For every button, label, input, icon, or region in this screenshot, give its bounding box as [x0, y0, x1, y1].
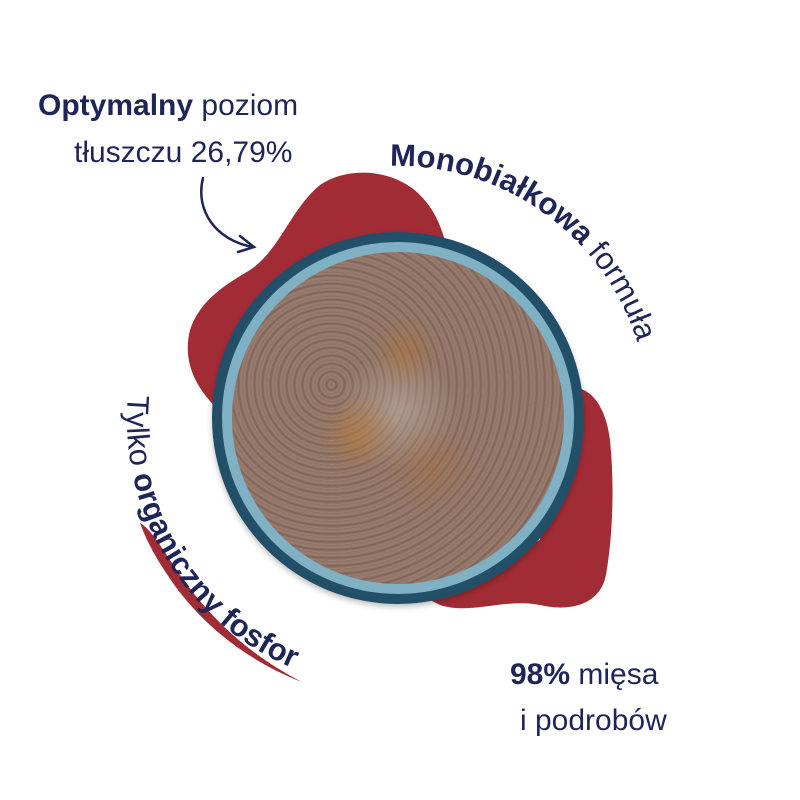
wet-food	[232, 252, 564, 584]
meat-bold: 98%	[510, 658, 571, 691]
curved-arrow-icon	[200, 176, 257, 254]
meat-regular: mięsa	[570, 658, 659, 691]
fat-level-line1: Optymalny poziom	[38, 88, 298, 124]
food-bowl	[212, 232, 584, 604]
monoprotein-regular: formuła	[576, 227, 664, 345]
fat-bold: Optymalny	[38, 89, 194, 122]
phosphorus-regular: Tylko	[120, 394, 161, 476]
fat-regular: poziom	[193, 89, 299, 122]
meat-line1: 98% mięsa	[510, 657, 658, 693]
meat-line2: i podrobów	[520, 704, 667, 737]
fat-level-line2: tłuszczu 26,79%	[74, 136, 293, 169]
